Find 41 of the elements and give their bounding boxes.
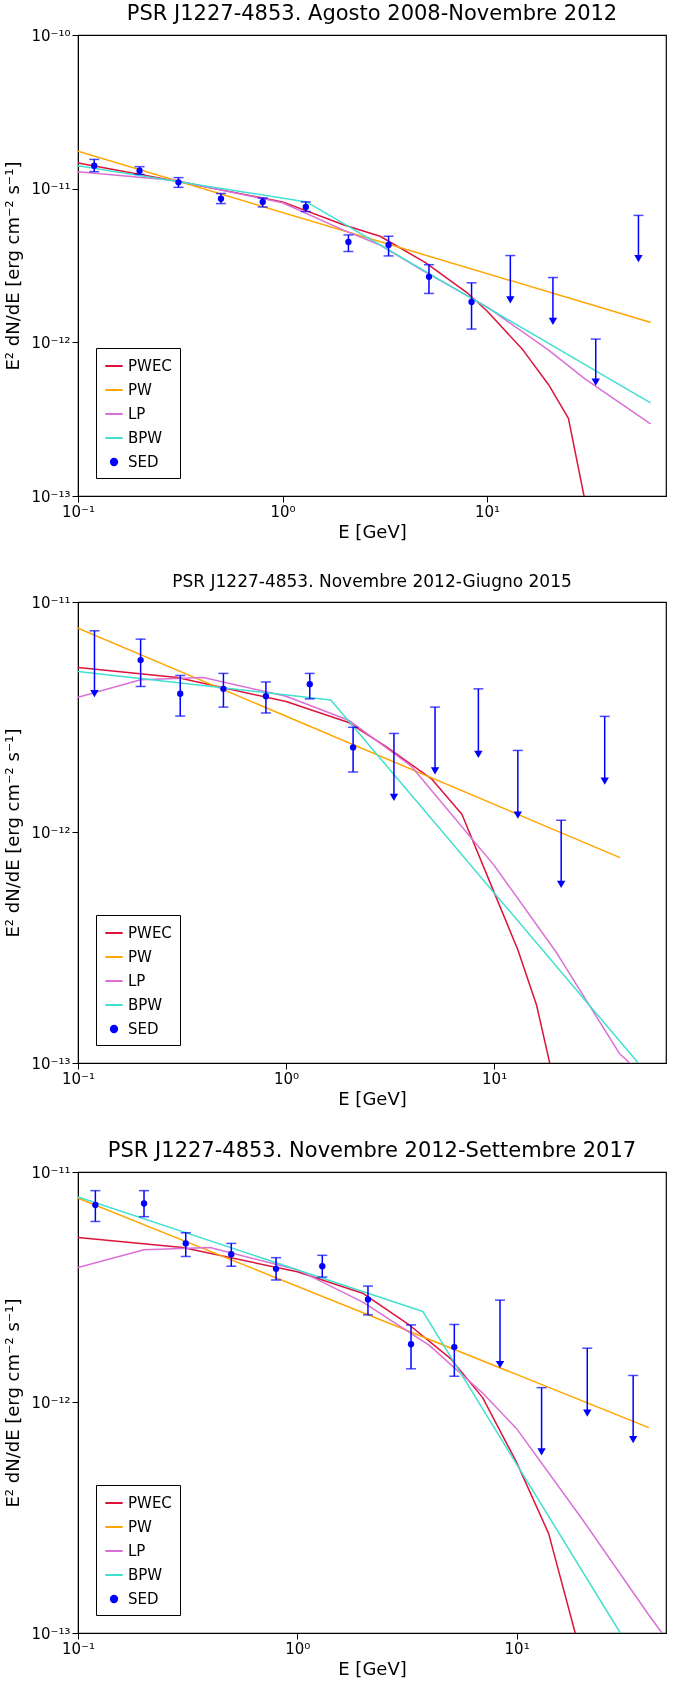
legend-label: BPW [128,996,163,1014]
legend-label: PWEC [128,1494,172,1512]
legend-label: PWEC [128,924,172,942]
x-axis-title: E [GeV] [338,520,407,542]
legend-label: PW [128,1518,153,1536]
x-tick-label: 10¹ [504,1639,530,1658]
y-tick-label: 10⁻¹² [31,333,71,352]
y-tick-label: 10⁻¹¹ [31,180,71,199]
y-axis-title: E² dN/dE [erg cm⁻² s⁻¹] [2,161,24,371]
x-tick-label: 10⁰ [285,1639,311,1658]
point [385,241,392,249]
legend-label: LP [128,972,146,990]
legend-label: PW [128,948,153,966]
x-tick-label: 10⁰ [270,502,296,521]
x-axis-title: E [GeV] [338,1087,407,1109]
x-tick-label: 10¹ [474,502,501,521]
y-tick-label: 10⁻¹² [31,824,71,842]
legend-label: BPW [128,429,163,447]
x-tick-label: 10⁰ [274,1069,300,1088]
legend-label: LP [128,405,146,423]
y-axis-title: E² dN/dE [erg cm⁻² s⁻¹] [2,1298,24,1508]
y-tick-label: 10⁻¹² [31,1394,71,1412]
y-tick-label: 10⁻¹⁰ [31,26,71,45]
chart-title: PSR J1227-4853. Novembre 2012-Giugno 2015 [172,571,572,591]
chart-title: PSR J1227-4853. Agosto 2008-Novembre 2012 [126,1,618,25]
legend-label: SED [128,453,159,471]
y-axis-title: E² dN/dE [erg cm⁻² s⁻¹] [2,728,24,938]
legend-label: PW [128,381,153,399]
legend-label: PWEC [128,357,172,375]
point [468,298,475,306]
legend-label: SED [128,1590,159,1608]
y-tick-label: 10⁻¹¹ [31,593,71,612]
legend-label: LP [128,1542,146,1560]
x-axis-title: E [GeV] [338,1657,407,1679]
x-tick-label: 10¹ [482,1069,508,1088]
chart-title: PSR J1227-4853. Novembre 2012-Settembre 2017 [107,1138,637,1162]
legend-label: BPW [128,1566,163,1584]
point [425,273,433,280]
point [345,238,352,246]
y-tick-label: 10⁻¹¹ [31,1163,71,1182]
legend-label: SED [128,1020,159,1038]
